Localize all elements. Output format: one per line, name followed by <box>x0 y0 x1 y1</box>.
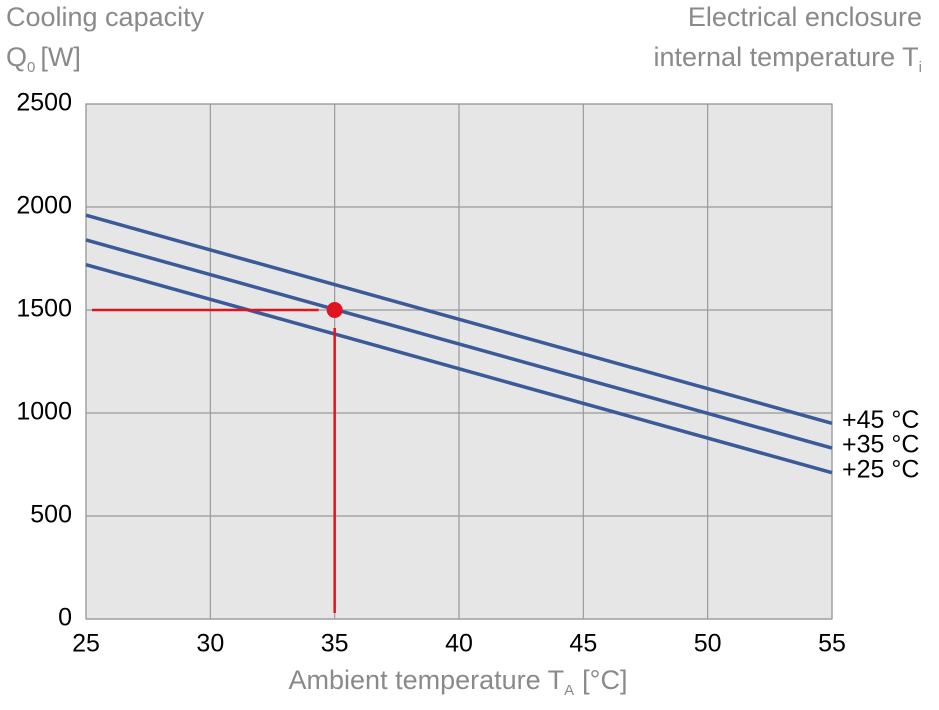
legend-label: +45 °C <box>842 406 919 434</box>
plot-border <box>85 103 833 620</box>
x-tick-label: 30 <box>196 630 224 658</box>
x-tick-label: 40 <box>445 630 473 658</box>
x-tick-label: 35 <box>321 630 349 658</box>
series-line <box>85 238 833 450</box>
right-label-line2: internal temperature Ti <box>654 42 922 76</box>
x-tick-label: 55 <box>818 630 846 658</box>
subscript: A <box>564 682 574 699</box>
y-tick-label: 2500 <box>16 89 72 117</box>
legend-label: +35 °C <box>842 431 919 459</box>
y-label-symbol: Q0 [W] <box>6 42 81 76</box>
x-tick-label: 50 <box>694 630 722 658</box>
x-label: Ambient temperature TA [°C] <box>289 665 628 699</box>
symbol: Q <box>6 42 27 72</box>
series-line <box>85 262 833 475</box>
text: Ambient temperature T <box>289 665 565 695</box>
y-tick-label: 0 <box>58 604 72 632</box>
subscript: 0 <box>27 59 35 76</box>
subscript: i <box>919 59 922 76</box>
y-tick-label: 2000 <box>16 192 72 220</box>
unit: [°C] <box>582 665 627 695</box>
y-tick-label: 1000 <box>16 398 72 426</box>
unit: [W] <box>40 42 81 72</box>
y-tick-label: 1500 <box>16 295 72 323</box>
x-tick-label: 45 <box>569 630 597 658</box>
legend-label: +25 °C <box>842 455 919 483</box>
x-tick-label: 25 <box>72 630 100 658</box>
y-label: Cooling capacity <box>6 2 205 32</box>
text: internal temperature T <box>654 42 919 72</box>
y-tick-label: 500 <box>30 501 72 529</box>
point-marker <box>326 302 343 318</box>
right-label: Electrical enclosure <box>688 2 922 32</box>
series-line <box>85 213 833 425</box>
